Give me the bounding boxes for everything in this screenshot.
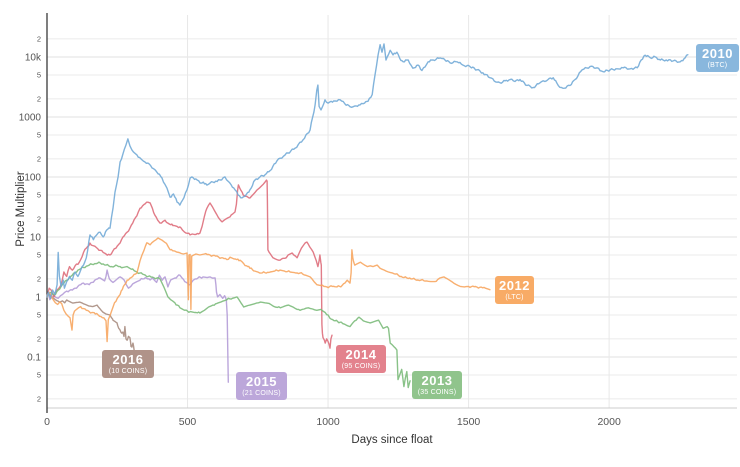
- series-label-sub: (95 COINS): [341, 363, 381, 370]
- series-label-sub: (21 COINS): [242, 390, 281, 397]
- series-label-sub: (LTC): [505, 294, 524, 301]
- series-label-2016: 2016 (10 COINS): [102, 350, 154, 378]
- y-tick-label: 5: [37, 191, 41, 200]
- y-tick-label: 5: [37, 371, 41, 380]
- x-tick-label: 1000: [316, 416, 340, 428]
- series-line-2016[interactable]: [46, 292, 136, 353]
- y-tick-label: 10: [30, 232, 42, 243]
- series-label-year: 2014: [345, 347, 377, 362]
- series-label-2010: 2010 (BTC): [696, 44, 739, 72]
- y-axis-title: Price Multiplier: [15, 171, 27, 247]
- y-tick-label: 5: [37, 131, 41, 140]
- y-tick-label: 100: [24, 172, 41, 183]
- series-line-2014[interactable]: [46, 179, 333, 349]
- series-line-2012[interactable]: [46, 237, 491, 343]
- y-tick-label: 1: [35, 292, 41, 303]
- series-label-year: 2012: [499, 278, 530, 293]
- x-tick-label: 500: [179, 416, 197, 428]
- series-line-2015[interactable]: [46, 269, 229, 383]
- series-label-2012: 2012 (LTC): [495, 276, 534, 304]
- y-tick-label: 2: [37, 394, 41, 403]
- y-tick-label: 5: [37, 71, 41, 80]
- y-tick-label: 2: [37, 94, 41, 103]
- y-tick-label: 1000: [19, 112, 42, 123]
- series-label-year: 2016: [112, 352, 144, 367]
- y-tick-label: 2: [37, 34, 41, 43]
- series-label-year: 2010: [702, 46, 733, 61]
- y-tick-label: 5: [37, 311, 41, 320]
- y-tick-label: 2: [37, 214, 41, 223]
- y-tick-label: 2: [37, 274, 41, 283]
- x-axis-title: Days since float: [351, 434, 433, 446]
- series-label-2015: 2015 (21 COINS): [236, 372, 287, 400]
- series-label-year: 2015: [246, 374, 277, 389]
- y-tick-label: 5: [37, 251, 41, 260]
- y-tick-label: 0.1: [27, 352, 41, 363]
- series-label-sub: (10 COINS): [108, 368, 148, 375]
- series-label-sub: (BTC): [707, 62, 728, 69]
- x-tick-label: 1500: [457, 416, 481, 428]
- series-label-sub: (35 COINS): [417, 389, 457, 396]
- series-label-year: 2013: [421, 373, 453, 388]
- series-line-2010[interactable]: [46, 43, 689, 299]
- y-tick-label: 2: [37, 334, 41, 343]
- series-line-2013[interactable]: [46, 261, 411, 389]
- x-tick-label: 0: [44, 416, 50, 428]
- y-tick-label: 2: [37, 154, 41, 163]
- y-tick-label: 10k: [25, 52, 42, 63]
- x-tick-label: 2000: [597, 416, 621, 428]
- series-label-2014: 2014 (95 COINS): [336, 345, 386, 373]
- series-label-2013: 2013 (35 COINS): [412, 371, 462, 399]
